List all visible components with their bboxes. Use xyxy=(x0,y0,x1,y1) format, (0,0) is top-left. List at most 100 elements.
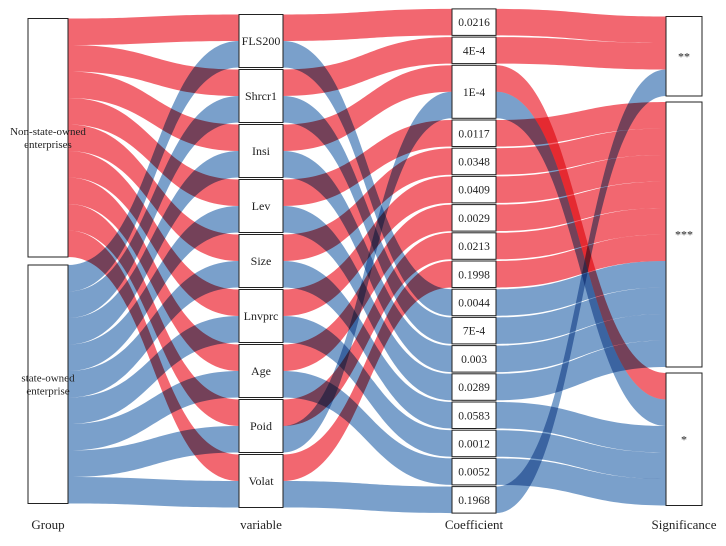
coefficient-box-7e-4 xyxy=(451,316,497,345)
flow-soe-size-to-coefficient xyxy=(283,261,452,429)
coefficient-box-0-0409 xyxy=(451,175,497,204)
coefficient-node-0-0409: 0.0409 xyxy=(451,175,497,204)
axis-title-significance: Significance xyxy=(652,517,717,532)
group-box-nsoe xyxy=(27,18,69,258)
coefficient-node-1e-4: 1E-4 xyxy=(451,64,497,119)
flow-nsoe-shrcr1-to-coefficient xyxy=(283,37,452,96)
coefficient-node-0-1968: 0.1968 xyxy=(451,486,497,514)
flow-nsoe-lev-to-significance xyxy=(496,102,666,147)
coefficient-label-0-0583: 0.0583 xyxy=(458,410,490,422)
flow-soe-insi-to-significance xyxy=(496,314,666,373)
significance-node-x: ** xyxy=(665,16,703,97)
flow-nsoe-poid-to-coefficient xyxy=(283,232,452,426)
coefficient-label-7e-4: 7E-4 xyxy=(463,326,486,338)
variable-label-shrcr1: Shrcr1 xyxy=(245,89,277,103)
coefficient-box-0-003 xyxy=(451,345,497,373)
coefficient-label-0-1968: 0.1968 xyxy=(458,495,490,507)
significance-label-x: ** xyxy=(678,49,690,63)
coefficient-box-0-0289 xyxy=(451,373,497,401)
significance-label-x: *** xyxy=(675,228,693,242)
variable-node-lev: Lev xyxy=(238,179,284,233)
flow-nsoe-fls200-to-coefficient xyxy=(283,8,452,41)
coefficient-label-0-0289: 0.0289 xyxy=(458,382,490,394)
coefficient-node-0-003: 0.003 xyxy=(451,345,497,373)
flow-soe-lev-to-significance xyxy=(496,340,666,401)
coefficient-node-0-0216: 0.0216 xyxy=(451,8,497,36)
group-node-soe: state-owned enterprise xyxy=(21,264,75,504)
coefficient-label-0-0029: 0.0029 xyxy=(458,213,490,225)
flow-nsoe-shrcr1-to-significance xyxy=(496,37,666,70)
significance-node-x: *** xyxy=(665,101,703,368)
axis-title-coefficient: Coefficient xyxy=(445,517,504,532)
coefficient-node-4e-4: 4E-4 xyxy=(451,36,497,65)
coefficient-node-0-0012: 0.0012 xyxy=(451,429,497,458)
variable-label-lev: Lev xyxy=(252,199,271,213)
variable-box-fls200 xyxy=(238,14,284,68)
significance-label-x: * xyxy=(681,432,687,446)
flow-nsoe-volat-to-significance xyxy=(496,234,666,288)
variable-node-size: Size xyxy=(238,234,284,288)
coefficient-node-7e-4: 7E-4 xyxy=(451,316,497,345)
coefficient-box-0-0216 xyxy=(451,8,497,36)
coefficient-node-0-0044: 0.0044 xyxy=(451,288,497,317)
variable-label-insi: Insi xyxy=(252,144,271,158)
significance-node-x: * xyxy=(665,372,703,506)
flow-nsoe-age-to-variable xyxy=(68,177,239,371)
coefficient-node-0-0289: 0.0289 xyxy=(451,373,497,401)
coefficient-box-0-0117 xyxy=(451,119,497,147)
coefficient-label-0-0012: 0.0012 xyxy=(458,438,490,450)
variable-label-lnvprc: Lnvprc xyxy=(244,309,279,323)
coefficient-box-0-0583 xyxy=(451,401,497,429)
flow-nsoe-fls200-to-significance xyxy=(496,8,666,43)
coefficient-label-0-003: 0.003 xyxy=(461,354,487,366)
significance-box-x xyxy=(665,101,703,368)
variable-node-lnvprc: Lnvprc xyxy=(238,289,284,343)
coefficient-node-0-0029: 0.0029 xyxy=(451,204,497,232)
coefficient-box-0-0348 xyxy=(451,147,497,176)
coefficient-label-0-0216: 0.0216 xyxy=(458,17,490,29)
flow-soe-size-to-variable xyxy=(68,261,239,398)
coefficient-node-0-0583: 0.0583 xyxy=(451,401,497,429)
group-node-nsoe: Non-state-owned enterprises xyxy=(10,18,86,258)
group-label-soe: state-owned enterprise xyxy=(21,373,75,398)
variable-label-age: Age xyxy=(251,364,271,378)
flow-soe-volat-to-variable xyxy=(68,477,239,508)
flow-soe-lnvprc-to-variable xyxy=(68,316,239,424)
variable-node-age: Age xyxy=(238,344,284,398)
coefficient-node-0-0052: 0.0052 xyxy=(451,457,497,486)
flow-soe-poid-to-variable xyxy=(68,426,239,477)
coefficient-box-4e-4 xyxy=(451,36,497,65)
flow-nsoe-insi-to-coefficient xyxy=(283,65,452,151)
coefficient-box-0-0012 xyxy=(451,429,497,458)
variable-box-lev xyxy=(238,179,284,233)
variable-box-insi xyxy=(238,124,284,178)
axis-title-variable: variable xyxy=(240,517,282,532)
coefficient-box-0-0213 xyxy=(451,232,497,260)
variable-node-shrcr1: Shrcr1 xyxy=(238,69,284,123)
coefficient-label-0-0044: 0.0044 xyxy=(458,297,490,309)
coefficient-label-0-0348: 0.0348 xyxy=(458,156,490,168)
variable-label-volat: Volat xyxy=(248,474,274,488)
flow-nsoe-volat-to-coefficient xyxy=(283,261,452,481)
flow-soe-age-to-significance xyxy=(496,458,666,506)
significance-box-x xyxy=(665,16,703,97)
variable-box-lnvprc xyxy=(238,289,284,343)
variable-box-poid xyxy=(238,399,284,453)
flow-soe-insi-to-variable xyxy=(68,151,239,345)
flow-soe-lnvprc-to-significance xyxy=(496,430,666,479)
coefficient-node-0-0213: 0.0213 xyxy=(451,232,497,260)
coefficient-box-0-0044 xyxy=(451,288,497,317)
coefficient-label-0-0213: 0.0213 xyxy=(458,241,490,253)
variable-box-volat xyxy=(238,454,284,508)
variable-box-age xyxy=(238,344,284,398)
flow-nsoe-age-to-coefficient xyxy=(283,204,452,371)
axis-title-group: Group xyxy=(31,517,64,532)
variable-label-size: Size xyxy=(251,254,272,268)
variable-box-shrcr1 xyxy=(238,69,284,123)
significance-box-x xyxy=(665,372,703,506)
flow-soe-fls200-to-variable xyxy=(68,41,239,292)
flow-nsoe-size-to-coefficient xyxy=(283,148,452,261)
variable-label-poid: Poid xyxy=(250,419,272,433)
flow-soe-lev-to-coefficient xyxy=(283,206,452,401)
